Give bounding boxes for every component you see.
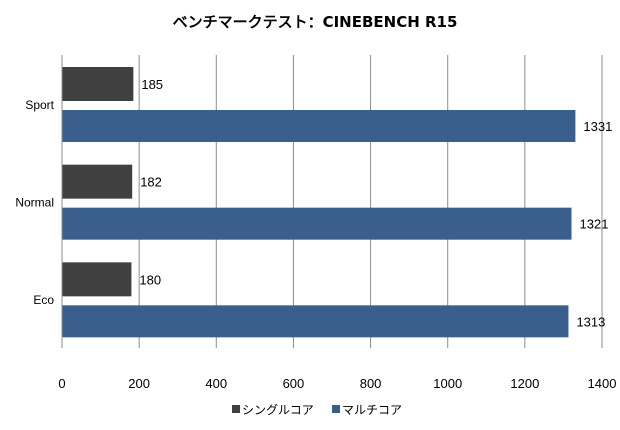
x-tick-label: 200 [128, 376, 150, 391]
legend-label: シングルコア [242, 403, 314, 417]
bars [62, 67, 576, 338]
legend-label: マルチコア [342, 403, 402, 417]
category-label: Sport [25, 98, 54, 112]
data-label: 1313 [576, 314, 605, 329]
x-tick-label: 1200 [510, 376, 539, 391]
x-tick-label: 400 [205, 376, 227, 391]
x-tick-label: 1400 [588, 376, 617, 391]
axes: 0 200 400 600 800 1000 1200 1400 Sport Normal Eco [15, 55, 616, 391]
data-label: 182 [140, 175, 162, 190]
bar [62, 164, 133, 199]
x-tick-label: 800 [360, 376, 382, 391]
data-label: 185 [141, 77, 163, 92]
data-label: 180 [139, 272, 161, 287]
bar [62, 110, 576, 142]
x-tick-label: 1000 [433, 376, 462, 391]
legend-swatch [332, 405, 340, 413]
x-tick-label: 0 [58, 376, 65, 391]
bar [62, 305, 569, 338]
data-labels: 185 1331 182 1321 180 1313 [139, 77, 612, 329]
x-tick-label: 600 [283, 376, 305, 391]
legend-swatch [232, 405, 240, 413]
chart-title: ベンチマークテスト：CINEBENCH R15 [173, 13, 458, 31]
data-label: 1331 [583, 119, 612, 134]
legend: シングルコア マルチコア [232, 403, 402, 417]
bar [62, 207, 572, 240]
category-label: Normal [15, 196, 54, 210]
bar [62, 262, 132, 297]
data-label: 1321 [580, 217, 609, 232]
grid-lines [138, 55, 603, 348]
bar [62, 67, 134, 101]
category-label: Eco [33, 293, 54, 307]
